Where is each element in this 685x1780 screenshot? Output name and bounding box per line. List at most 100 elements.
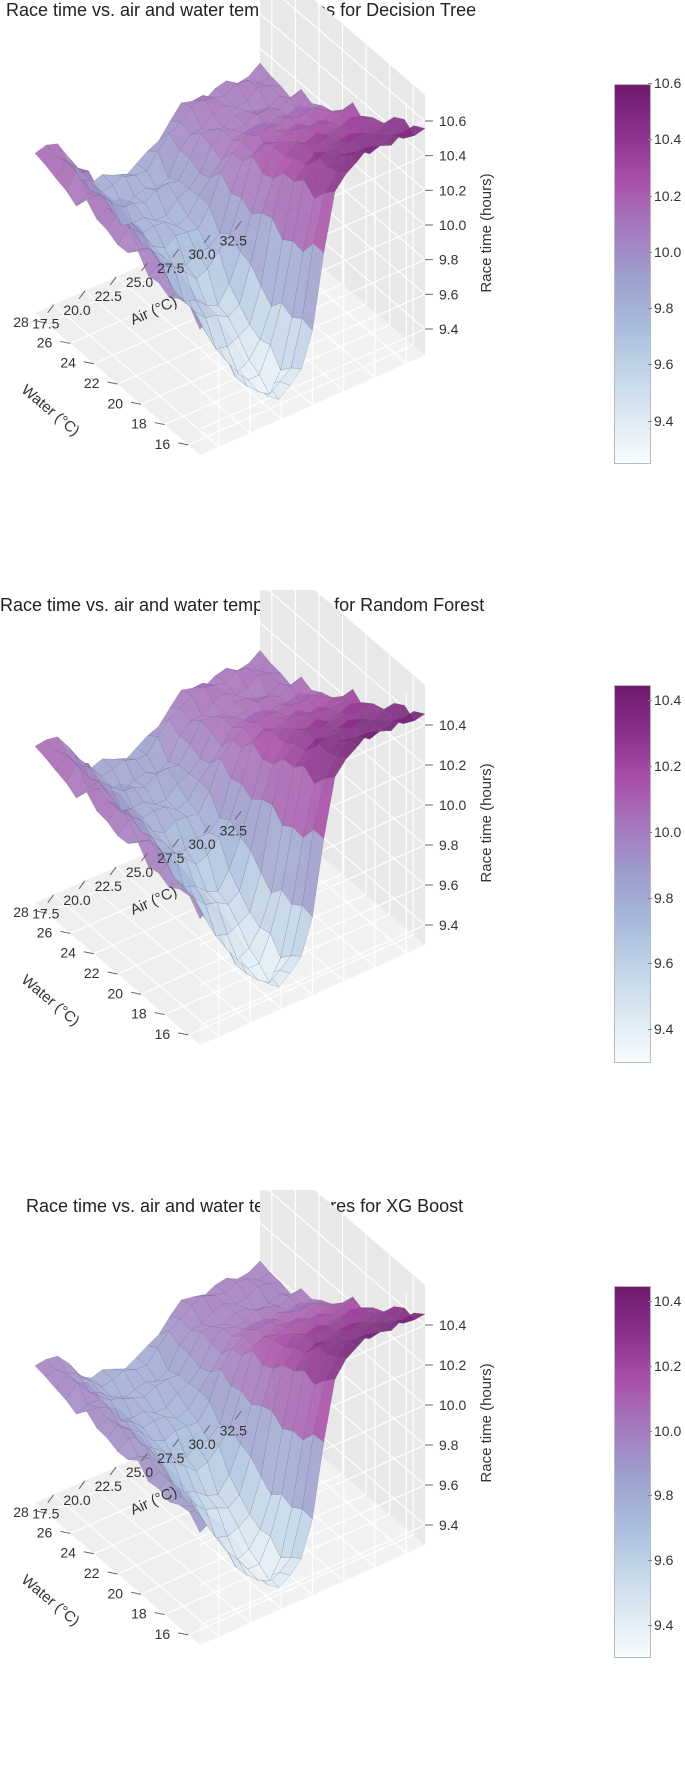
y-tick	[47, 1494, 55, 1503]
x-tick	[130, 991, 142, 995]
z-tick-label: 9.8	[439, 252, 459, 268]
x-tick	[154, 1012, 165, 1016]
grid-line	[267, 590, 426, 726]
grid-line	[199, 1484, 426, 1586]
y-tick-label: 25.0	[126, 274, 153, 290]
chart-title: Race time vs. air and water temperatures…	[0, 595, 485, 615]
y-tick-label: 27.5	[157, 850, 184, 866]
y-tick-label: 22.5	[95, 878, 122, 894]
colorbar: 9.4 9.6 9.8 10.0 10.2 10.4	[614, 1286, 681, 1658]
colorbar-tick-label: 10.0	[647, 243, 682, 260]
z-tick-label: 9.6	[439, 286, 459, 302]
z-tick-label: 10.2	[439, 182, 466, 198]
y-tick	[203, 1424, 211, 1434]
x-tick	[178, 1032, 189, 1036]
y-tick-label: 32.5	[220, 232, 247, 248]
surface-facet	[34, 144, 57, 166]
x-tick-label: 26	[37, 924, 53, 940]
x-tick	[107, 971, 118, 975]
y-tick	[141, 1452, 148, 1462]
x-axis-label: Water (°C)	[18, 381, 83, 439]
x-tick	[154, 422, 165, 426]
grid-line	[53, 1494, 220, 1638]
colorbar-tick-label: 9.8	[647, 889, 674, 906]
y-tick	[172, 1438, 180, 1448]
y-tick-label: 20.0	[63, 892, 90, 908]
colorbar-tick-label: 9.4	[647, 412, 674, 429]
x-tick	[36, 910, 47, 914]
colorbar-tick-label: 9.4	[647, 1021, 674, 1038]
x-tick-label: 28	[13, 1504, 29, 1520]
y-tick-label: 30.0	[188, 836, 215, 852]
z-tick-label: 9.6	[439, 1477, 459, 1493]
x-tick	[83, 951, 95, 955]
z-tick-label: 10.0	[439, 797, 466, 813]
x-tick	[107, 381, 118, 385]
colorbar: 9.4 9.6 9.8 10.0 10.2 10.4 10.6	[614, 75, 681, 464]
x-tick-label: 16	[155, 436, 171, 452]
z-tick-label: 9.4	[439, 1517, 459, 1533]
grid-line	[53, 304, 220, 448]
x-tick	[130, 1591, 142, 1595]
x-tick	[107, 1571, 118, 1575]
x-tick-label: 22	[84, 375, 100, 391]
z-tick-label: 10.4	[439, 148, 466, 164]
y-tick	[78, 1480, 86, 1490]
x-tick-label: 24	[60, 355, 76, 371]
chart-title: Race time vs. air and water temperatures…	[6, 0, 477, 20]
y-tick	[172, 248, 180, 258]
colorbar-gradient	[614, 84, 651, 464]
colorbar-tick-label: 10.2	[647, 758, 682, 775]
x-axis-label: Water (°C)	[18, 971, 83, 1029]
x-tick-label: 26	[37, 1524, 53, 1540]
x-tick-label: 22	[84, 965, 100, 981]
y-tick-label: 27.5	[157, 1450, 184, 1466]
y-tick-label: 20.0	[63, 302, 90, 318]
colorbar-tick-label: 9.8	[647, 300, 674, 317]
z-tick-label: 9.4	[439, 917, 459, 933]
grid-line	[53, 894, 220, 1038]
x-tick-label: 28	[13, 904, 29, 920]
z-tick-label: 10.4	[439, 1317, 466, 1333]
y-tick	[109, 276, 117, 286]
chart-title: Race time vs. air and water temperatures…	[26, 1196, 464, 1216]
z-tick-label: 10.2	[439, 1357, 466, 1373]
x-tick	[60, 930, 71, 934]
x-tick	[83, 361, 95, 365]
y-tick-label: 32.5	[220, 822, 247, 838]
y-tick-label: 17.5	[32, 906, 59, 922]
z-tick-label: 9.8	[439, 1437, 459, 1453]
y-tick	[234, 221, 242, 230]
z-axis-label: Race time (hours)	[478, 763, 495, 882]
z-axis-label: Race time (hours)	[478, 173, 495, 292]
grid-line	[199, 1524, 426, 1626]
colorbar-tick-label: 10.0	[647, 823, 682, 840]
colorbar-tick-label: 9.8	[647, 1487, 674, 1504]
grid-line	[199, 884, 426, 986]
x-tick-label: 24	[60, 945, 76, 961]
colorbar-tick-label: 10.2	[647, 187, 682, 204]
x-tick-label: 28	[13, 314, 29, 330]
z-tick-label: 9.6	[439, 877, 459, 893]
grid-line	[84, 290, 251, 434]
chart-panel-decision-tree: Race time vs. air and water temperatures…	[0, 0, 685, 590]
colorbar-tick-label: 10.4	[647, 692, 682, 709]
y-tick	[78, 880, 86, 890]
grid-line	[115, 1466, 282, 1610]
y-tick	[141, 852, 148, 862]
x-tick	[60, 340, 71, 344]
y-tick-label: 22.5	[95, 1478, 122, 1494]
y-tick-label: 17.5	[32, 316, 59, 332]
grid-line	[115, 276, 282, 420]
colorbar-tick-label: 10.6	[647, 75, 682, 91]
colorbar-tick-label: 10.0	[647, 1422, 682, 1439]
z-tick-label: 10.2	[439, 757, 466, 773]
chart-panel-xg-boost: Race time vs. air and water temperatures…	[0, 1190, 685, 1780]
surface-plot: 16 18 20 22 24 26 28 17.520.0 22.525.027.530.0 32…	[13, 590, 495, 1045]
y-tick-label: 17.5	[32, 1506, 59, 1522]
grid-line	[259, 622, 426, 766]
colorbar: 9.4 9.6 9.8 10.0 10.2 10.4	[614, 685, 681, 1063]
surface-facet	[34, 1359, 57, 1377]
y-tick-label: 30.0	[188, 246, 215, 262]
colorbar-gradient	[614, 685, 651, 1063]
